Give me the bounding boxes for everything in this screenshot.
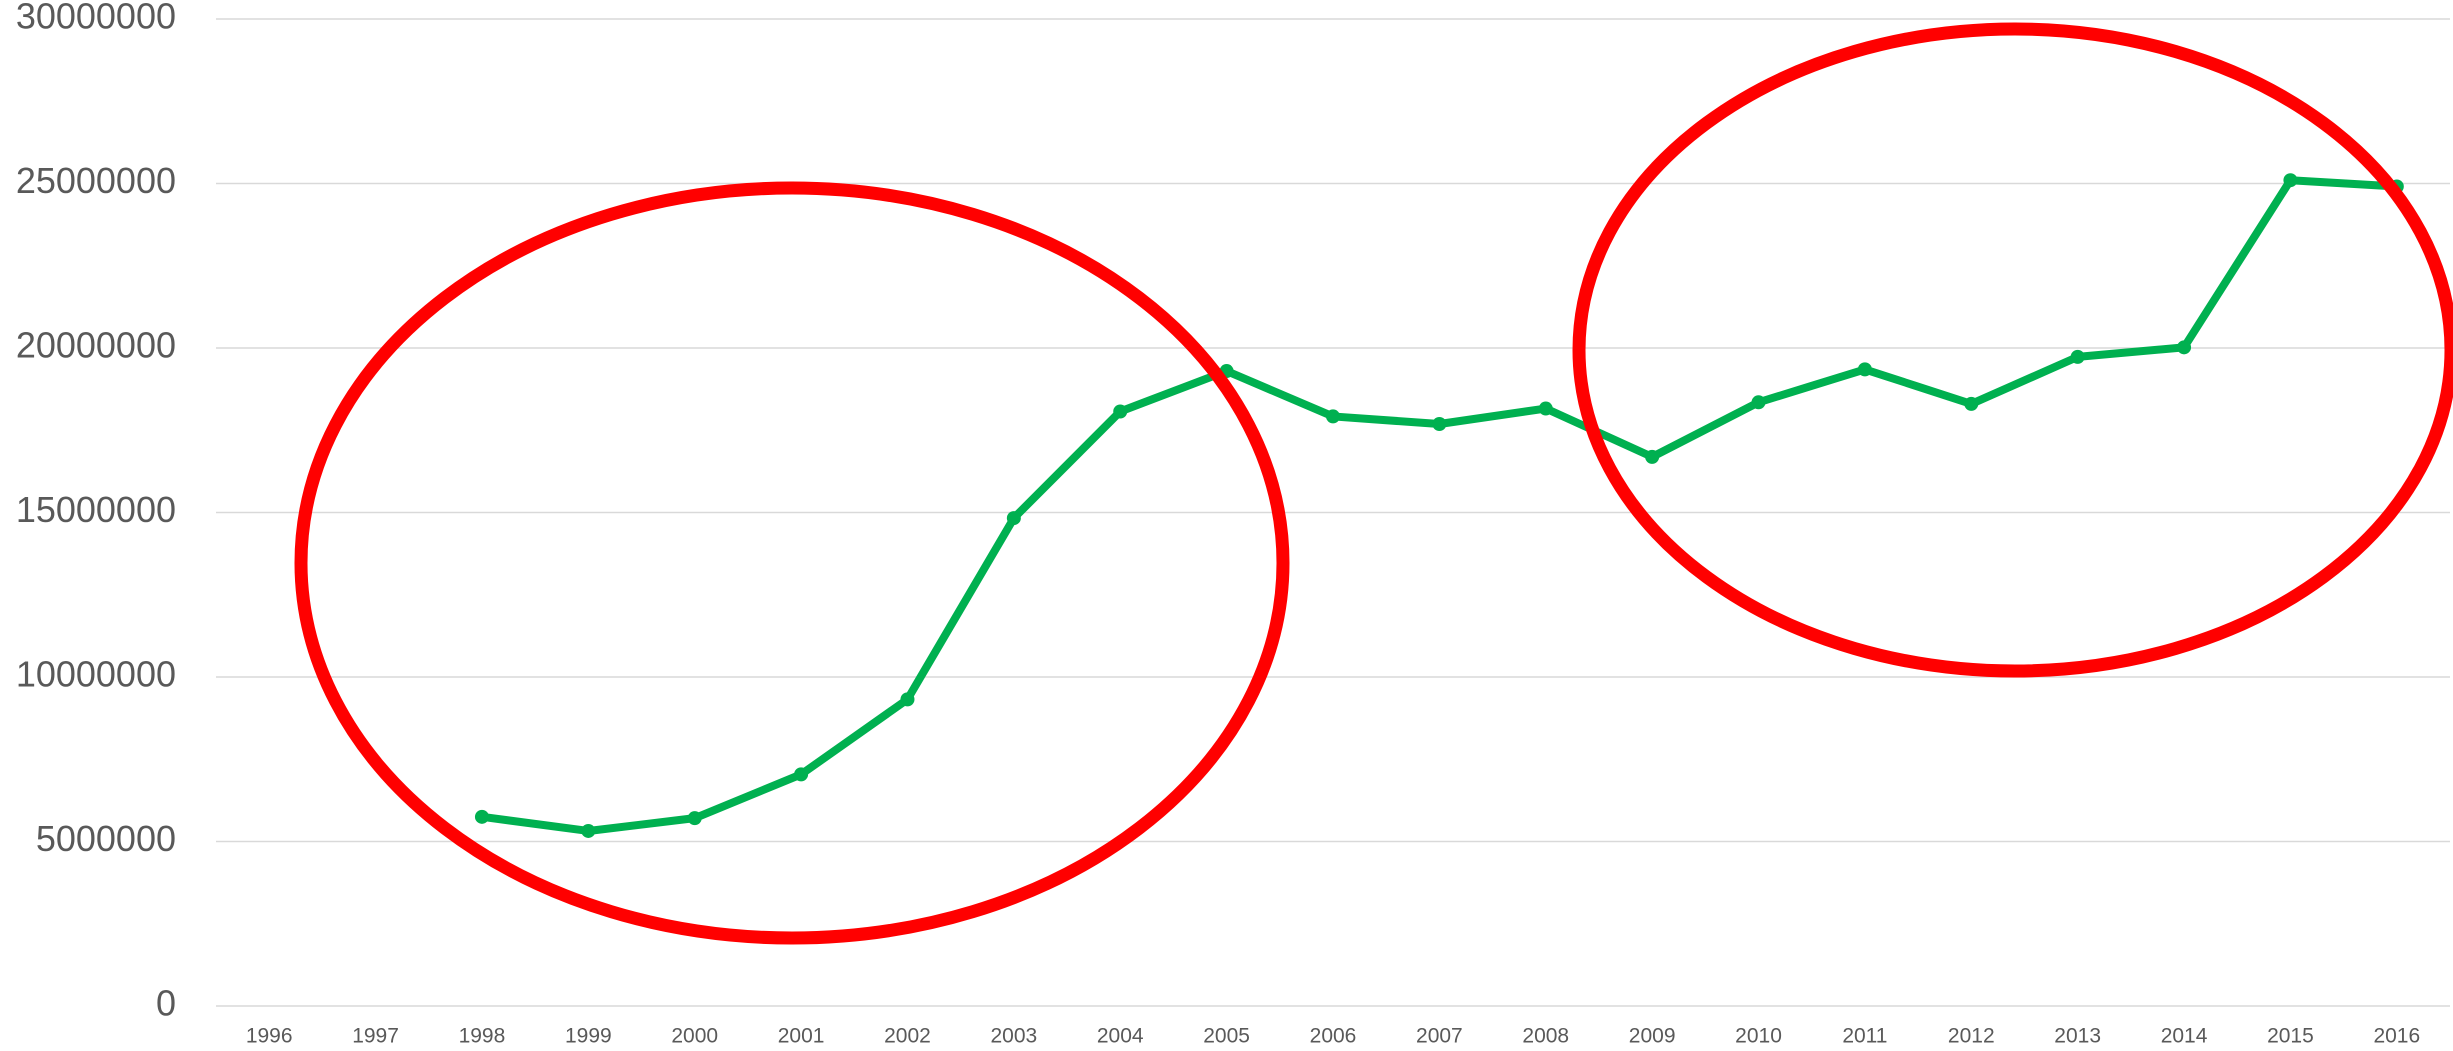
data-point [2070,349,2085,364]
x-tick-label: 2013 [2054,1025,2101,1048]
x-tick-label: 2012 [1948,1025,1995,1048]
data-point [1964,396,1979,411]
highlight-ellipse [294,181,1290,945]
data-point [687,811,702,826]
x-tick-label: 1996 [246,1025,293,1048]
y-tick-label: 10000000 [16,654,176,695]
data-point [581,823,596,838]
data-point [900,692,915,707]
x-tick-label: 1997 [352,1025,399,1048]
x-tick-label: 2006 [1310,1025,1357,1048]
x-tick-label: 2016 [2373,1025,2420,1048]
y-tick-label: 30000000 [16,0,176,37]
series-line [477,176,2401,835]
data-point [1751,395,1766,410]
highlight-ellipse [1572,22,2453,678]
data-point [2177,340,2192,355]
x-tick-label: 2003 [990,1025,1037,1048]
y-tick-label: 15000000 [16,489,176,530]
x-tick-label: 2005 [1203,1025,1250,1048]
y-tick-label: 25000000 [16,160,176,201]
x-tick-label: 2010 [1735,1025,1782,1048]
series-layer [474,173,2404,838]
data-point [2283,173,2298,188]
data-point [1113,404,1128,419]
x-tick-label: 1999 [565,1025,612,1048]
x-tick-label: 2001 [778,1025,825,1048]
grid: 0 5000000 10000000 15000000 20000000 25000000… [16,0,2450,1048]
y-tick-label: 20000000 [16,325,176,366]
x-tick-label: 2009 [1629,1025,1676,1048]
x-tick-label: 1998 [459,1025,506,1048]
x-tick-label: 2008 [1522,1025,1569,1048]
data-point [1432,416,1447,431]
x-tick-label: 2002 [884,1025,931,1048]
x-tick-label: 2015 [2267,1025,2314,1048]
data-point [794,767,809,782]
x-tick-label: 2007 [1416,1025,1463,1048]
y-tick-label: 5000000 [36,818,176,859]
x-tick-label: 2004 [1097,1025,1144,1048]
data-point [1006,511,1021,526]
data-point [474,809,489,824]
x-tick-label: 2011 [1842,1025,1887,1048]
data-point [1326,409,1340,424]
x-tick-label: 2000 [671,1025,718,1048]
data-point [1857,362,1872,377]
data-point [1538,401,1553,416]
data-point [1645,449,1660,464]
y-tick-label: 0 [156,983,176,1024]
x-tick-label: 2014 [2161,1025,2208,1048]
